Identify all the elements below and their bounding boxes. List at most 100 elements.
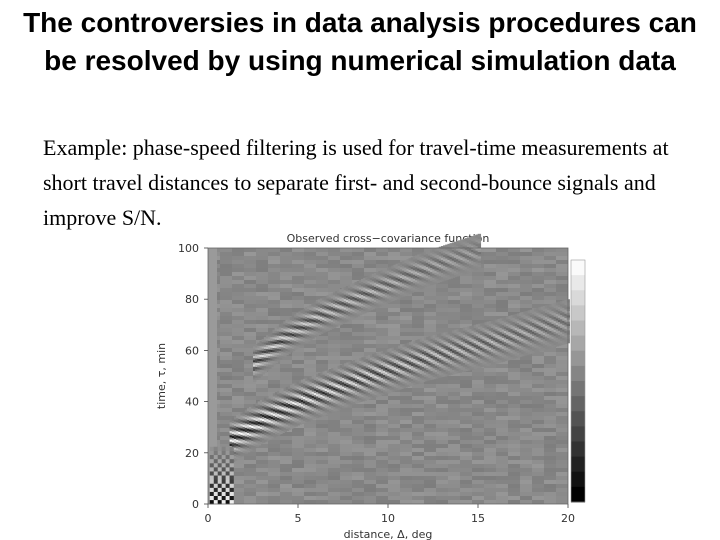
- noise-cell: [316, 248, 328, 252]
- ridge-cell: [238, 437, 242, 441]
- ridge-cell: [484, 350, 488, 354]
- ridge-cell: [536, 318, 540, 322]
- ridge-cell: [348, 363, 352, 367]
- ridge-cell: [372, 364, 376, 368]
- ridge-cell: [264, 438, 268, 442]
- ridge-cell: [529, 346, 534, 350]
- noise-cell: [232, 256, 244, 260]
- noise-cell: [496, 452, 508, 456]
- ridge-cell: [328, 396, 333, 401]
- ridge-cell: [447, 337, 452, 341]
- noise-cell: [220, 272, 232, 276]
- noise-cell: [400, 336, 412, 340]
- ridge-cell: [408, 357, 413, 361]
- ridge-cell: [467, 354, 471, 358]
- ridge-cell: [495, 321, 499, 325]
- ridge-cell: [262, 424, 266, 428]
- ridge-cell: [365, 394, 370, 398]
- ridge-cell: [328, 403, 333, 407]
- noise-cell: [280, 312, 292, 316]
- ridge-cell: [244, 450, 249, 454]
- ridge-cell: [538, 315, 542, 320]
- ridge-cell: [367, 359, 372, 363]
- noise-cell: [496, 260, 508, 264]
- noise-cell: [496, 412, 508, 416]
- noise-cell: [496, 256, 508, 260]
- ridge-cell: [300, 392, 305, 396]
- ridge-cell: [478, 360, 482, 364]
- noise-cell: [376, 412, 388, 416]
- ridge-cell: [400, 370, 404, 374]
- noise-cell: [340, 360, 352, 364]
- ridge-cell: [419, 357, 424, 362]
- ridge-cell: [400, 379, 404, 383]
- ridge-cell: [385, 388, 389, 392]
- ridge-cell: [324, 370, 329, 374]
- ridge-cell: [519, 342, 523, 347]
- ridge-cell: [290, 393, 294, 397]
- ridge-cell: [244, 409, 249, 413]
- ridge-cell: [333, 395, 337, 399]
- ridge-cell: [262, 409, 266, 413]
- ridge-cell: [469, 336, 473, 340]
- ridge-cell: [294, 386, 298, 391]
- ridge-cell: [467, 358, 471, 362]
- ridge-cell: [497, 344, 501, 348]
- ridge-cell: [255, 409, 259, 413]
- ridge-cell: [307, 400, 311, 405]
- ridge-cell: [272, 397, 277, 401]
- noise-cell: [448, 408, 460, 412]
- ridge-cell: [508, 330, 512, 335]
- noise-cell: [232, 464, 244, 468]
- ridge-cell: [236, 432, 240, 436]
- ridge-cell: [387, 376, 391, 381]
- noise-cell: [376, 420, 388, 424]
- noise-cell: [244, 340, 256, 344]
- noise-cell: [424, 500, 436, 504]
- ridge-cell: [374, 389, 378, 393]
- noise-cell: [508, 312, 520, 316]
- ridge-cell: [391, 382, 395, 386]
- ridge-cell: [374, 391, 378, 396]
- ridge-cell: [290, 414, 294, 418]
- ridge-cell: [277, 431, 281, 436]
- ridge-cell: [316, 406, 320, 410]
- ridge-cell: [475, 324, 480, 328]
- ridge-cell: [268, 434, 272, 438]
- ridge-cell: [547, 309, 551, 313]
- noise-cell: [520, 420, 532, 424]
- ridge-cell: [462, 346, 467, 351]
- ridge-cell: [253, 427, 257, 431]
- ridge-cell: [361, 393, 365, 398]
- ridge-cell: [486, 345, 491, 349]
- ridge-cell: [268, 414, 272, 418]
- ridge-cell: [253, 404, 257, 408]
- ridge-cell: [430, 367, 434, 372]
- ridge-cell: [430, 372, 434, 376]
- ridge-cell: [456, 333, 460, 337]
- ridge-cell: [272, 399, 277, 403]
- ridge-cell: [443, 334, 447, 338]
- noise-cell: [388, 324, 400, 328]
- ridge-cell: [495, 358, 499, 362]
- noise-cell: [460, 288, 472, 292]
- ridge-cell: [521, 337, 525, 342]
- ridge-cell: [305, 390, 309, 395]
- noise-cell: [496, 264, 508, 268]
- ridge-cell: [439, 367, 443, 372]
- ridge-cell: [300, 388, 305, 392]
- noise-cell: [412, 496, 424, 500]
- ridge-cell: [253, 419, 257, 423]
- ridge-cell: [413, 366, 417, 370]
- noise-cell: [232, 496, 244, 500]
- ridge-cell: [346, 383, 350, 388]
- ridge-cell: [270, 433, 275, 437]
- noise-cell: [316, 448, 328, 452]
- ridge-cell: [458, 335, 462, 339]
- noise-cell: [472, 304, 484, 308]
- noise-cell: [376, 344, 388, 348]
- ridge-cell: [521, 340, 525, 344]
- noise-cell: [304, 428, 316, 432]
- ridge-cell: [436, 361, 441, 366]
- noise-cell: [244, 300, 256, 304]
